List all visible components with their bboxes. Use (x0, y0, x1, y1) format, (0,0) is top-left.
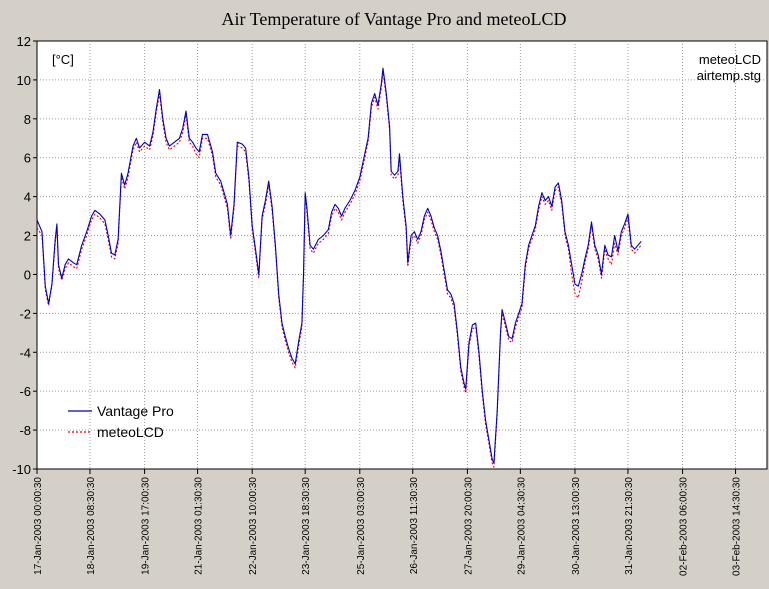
y-tick-label: -2 (19, 306, 31, 321)
annotation-station: meteoLCD (699, 52, 761, 67)
y-tick-label: 2 (24, 229, 31, 244)
x-tick-label: 19-Jan-2003 17:00:30 (141, 477, 152, 575)
series-line-meteolcd (36, 71, 642, 468)
y-tick-label: 6 (24, 151, 31, 166)
y-tick-label: -4 (19, 345, 31, 360)
x-tick-label: 22-Jan-2003 10:00:30 (248, 477, 259, 575)
series-lines (36, 67, 642, 468)
x-tick-label: 27-Jan-2003 20:00:30 (463, 477, 474, 575)
axes: -10 -8 -6 -4 -2 0 2 4 6 8 10 12 17-Jan-2003 00:00:30… (12, 34, 743, 576)
x-tick-label: 03-Feb-2003 14:30:30 (732, 477, 743, 576)
chart-title: Air Temperature of Vantage Pro and meteo… (222, 9, 567, 29)
legend-label-meteolcd: meteoLCD (97, 424, 164, 440)
x-tick-label: 31-Jan-2003 21:30:30 (624, 477, 635, 575)
x-tick-label: 18-Jan-2003 08:30:30 (86, 477, 97, 575)
x-tick-label: 17-Jan-2003 00:00:30 (33, 477, 44, 575)
x-tick-label: 21-Jan-2003 01:30:30 (194, 477, 205, 575)
x-tick-label: 26-Jan-2003 11:30:30 (409, 477, 420, 575)
x-tick-label: 30-Jan-2003 13:00:30 (571, 477, 582, 575)
x-tick-label: 25-Jan-2003 03:00:30 (356, 477, 367, 575)
legend: Vantage Pro meteoLCD (68, 403, 174, 440)
x-tick-label: 29-Jan-2003 04:30:30 (516, 477, 527, 575)
plot-area (36, 40, 768, 470)
y-tick-label: -10 (12, 462, 31, 477)
y-tick-label: -8 (19, 423, 31, 438)
legend-label-vantage-pro: Vantage Pro (97, 403, 174, 419)
y-tick-label: 10 (17, 73, 31, 88)
x-tick-label: 02-Feb-2003 06:00:30 (679, 477, 690, 576)
annotation-file: airtemp.stg (697, 68, 761, 83)
y-tick-label: 0 (24, 267, 31, 282)
y-axis-unit-label: [°C] (52, 52, 74, 67)
x-tick-label: 23-Jan-2003 18:30:30 (301, 477, 312, 575)
series-line-vantage-pro (36, 67, 642, 464)
y-tick-label: 4 (24, 190, 31, 205)
y-tick-label: 12 (17, 34, 31, 49)
y-tick-label: -6 (19, 384, 31, 399)
y-tick-label: 8 (24, 112, 31, 127)
